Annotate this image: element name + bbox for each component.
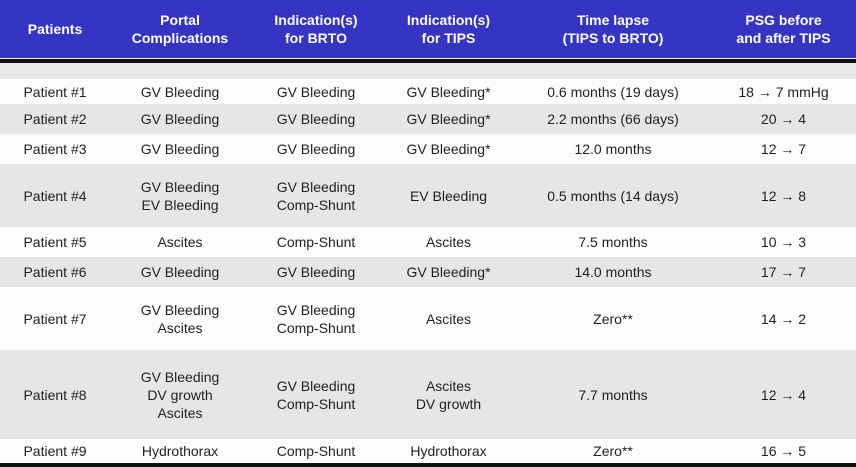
cell-psg: 14 → 2	[760, 310, 807, 327]
cell-time-lapse: 7.7 months	[578, 386, 648, 403]
cell-tips: GV Bleeding*	[406, 141, 491, 157]
header-time-lapse: Time lapse (TIPS to BRTO)	[562, 12, 664, 46]
cell-psg: 20 → 4	[760, 111, 807, 127]
cell-patient: Patient #6	[23, 264, 87, 280]
cell-brto: GV Bleeding Comp-Shunt	[276, 178, 356, 213]
header-indications-brto: Indication(s) for BRTO	[274, 12, 358, 46]
cell-tips: GV Bleeding*	[406, 264, 491, 280]
cell-time-lapse: 14.0 months	[574, 264, 652, 280]
cell-psg: 10 → 3	[760, 234, 807, 250]
cell-patient: Patient #4	[23, 187, 87, 204]
cell-tips: EV Bleeding	[409, 187, 488, 204]
cell-portal: Hydrothorax	[141, 443, 219, 459]
table-row-patient-7: Patient #7 GV Bleeding Ascites GV Bleedi…	[0, 287, 856, 350]
table-row-patient-6: Patient #6 GV Bleeding GV Bleeding GV Bl…	[0, 257, 856, 287]
cell-patient: Patient #7	[23, 310, 87, 327]
cell-psg: 12 → 7	[760, 141, 807, 157]
cell-portal: Ascites	[157, 234, 203, 250]
cell-tips: Ascites DV growth	[415, 377, 482, 412]
cell-time-lapse: 0.5 months (14 days)	[547, 187, 679, 204]
table-bottom-bar	[0, 463, 856, 467]
cell-time-lapse: 0.6 months (19 days)	[547, 83, 679, 100]
cell-psg: 16 → 5	[760, 443, 807, 459]
cell-portal: GV Bleeding	[140, 141, 220, 157]
table-row-patient-8: Patient #8 GV Bleeding DV growth Ascites…	[0, 350, 856, 439]
cell-tips: GV Bleeding*	[406, 111, 491, 127]
cell-brto: GV Bleeding Comp-Shunt	[276, 377, 356, 412]
cell-time-lapse: Zero**	[593, 443, 633, 459]
cell-portal: GV Bleeding Ascites	[140, 301, 220, 336]
table-row-patient-3: Patient #3 GV Bleeding GV Bleeding GV Bl…	[0, 134, 856, 164]
cell-psg: 18 → 7 mmHg	[738, 83, 829, 100]
table-row-patient-5: Patient #5 Ascites Comp-Shunt Ascites 7.…	[0, 227, 856, 257]
cell-brto: GV Bleeding Comp-Shunt	[276, 301, 356, 336]
cell-tips: Ascites	[425, 234, 472, 250]
cell-brto: GV Bleeding	[276, 264, 356, 280]
header-indications-tips: Indication(s) for TIPS	[406, 12, 491, 46]
cell-tips: Ascites	[425, 310, 472, 327]
cell-time-lapse: Zero**	[593, 310, 633, 327]
cell-brto: Comp-Shunt	[276, 234, 356, 250]
header-portal-complications: Portal Complications	[131, 12, 229, 46]
cell-patient: Patient #9	[23, 443, 87, 459]
table-row-patient-2: Patient #2 GV Bleeding GV Bleeding GV Bl…	[0, 104, 856, 134]
header-psg: PSG before and after TIPS	[736, 12, 831, 46]
cell-brto: GV Bleeding	[276, 111, 356, 127]
cell-brto: GV Bleeding	[276, 83, 356, 100]
cell-patient: Patient #3	[23, 141, 87, 157]
table-header-row: Patients Portal Complications Indication…	[0, 0, 856, 58]
cell-tips: Hydrothorax	[410, 443, 487, 459]
cell-patient: Patient #8	[23, 386, 87, 403]
table-row-patient-4: Patient #4 GV Bleeding EV Bleeding GV Bl…	[0, 164, 856, 227]
cell-psg: 12 → 4	[760, 386, 807, 403]
table-row-patient-1: Patient #1 GV Bleeding GV Bleeding GV Bl…	[0, 79, 856, 104]
cell-tips: GV Bleeding*	[406, 83, 491, 100]
cell-patient: Patient #2	[23, 111, 87, 127]
cell-time-lapse: 2.2 months (66 days)	[547, 111, 679, 127]
table-row-patient-9: Patient #9 Hydrothorax Comp-Shunt Hydrot…	[0, 439, 856, 463]
spacer-row	[0, 63, 856, 79]
cell-portal: GV Bleeding	[140, 83, 220, 100]
header-separator-bar	[0, 59, 856, 63]
cell-portal: GV Bleeding EV Bleeding	[140, 178, 220, 213]
cell-patient: Patient #1	[23, 83, 87, 100]
cell-portal: GV Bleeding	[140, 111, 220, 127]
cell-psg: 12 → 8	[760, 187, 807, 204]
cell-portal: GV Bleeding	[140, 264, 220, 280]
cell-time-lapse: 7.5 months	[578, 234, 648, 250]
header-patients: Patients	[27, 21, 83, 37]
cell-brto: GV Bleeding	[276, 141, 356, 157]
cell-psg: 17 → 7	[760, 264, 807, 280]
cell-brto: Comp-Shunt	[276, 443, 356, 459]
cell-portal: GV Bleeding DV growth Ascites	[140, 368, 220, 421]
cell-patient: Patient #5	[23, 234, 87, 250]
cell-time-lapse: 12.0 months	[574, 141, 652, 157]
